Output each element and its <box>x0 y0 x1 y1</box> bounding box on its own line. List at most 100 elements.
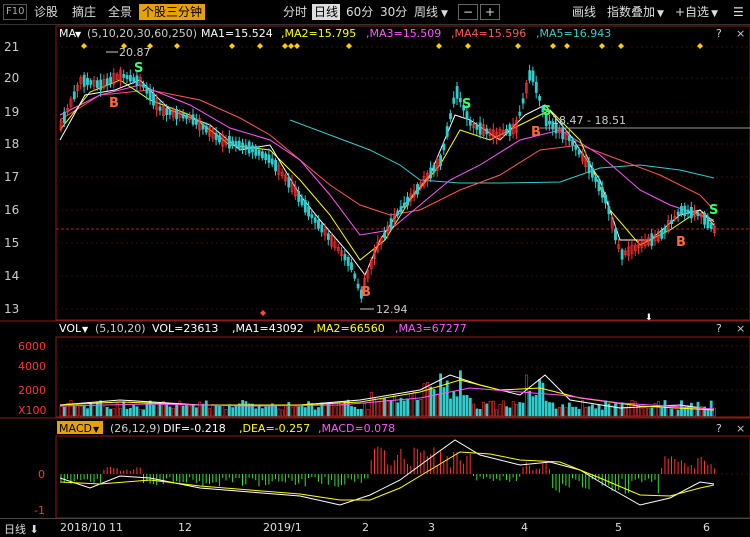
volume-bar <box>402 400 406 417</box>
volume-bar <box>310 403 314 417</box>
volume-bar <box>676 409 680 417</box>
zoom-in-button[interactable]: + <box>480 4 501 20</box>
volume-bar <box>670 408 674 417</box>
volume-bar <box>237 403 241 417</box>
ma-indicator-label[interactable]: MA <box>59 27 76 40</box>
three-minute-tab[interactable]: 个股三分钟 <box>139 4 206 20</box>
volume-bar <box>518 402 522 417</box>
candle <box>89 80 93 85</box>
candle <box>376 241 380 252</box>
candle <box>76 84 80 91</box>
chevron-down-icon[interactable]: ▼ <box>75 30 82 39</box>
candle <box>584 157 588 168</box>
add-watchlist-dropdown[interactable]: +自选 ▼ <box>675 5 718 19</box>
candle <box>620 249 624 260</box>
daily-button[interactable]: 日线 <box>312 4 341 20</box>
volume-bar <box>396 402 400 417</box>
zoom-out-button[interactable]: − <box>458 4 479 20</box>
vol-params: (5,10,20) <box>95 322 146 335</box>
candle <box>650 233 654 246</box>
candle <box>168 109 172 115</box>
candle <box>359 289 363 299</box>
volume-bar <box>607 403 611 417</box>
buy-signal: B <box>676 235 686 250</box>
panorama-button[interactable]: 全景 <box>108 5 133 19</box>
volume-bar <box>152 404 155 417</box>
volume-bar <box>584 407 588 417</box>
chevron-down-icon[interactable]: ▼ <box>82 325 89 334</box>
volume-bar <box>623 407 627 417</box>
index-overlay-dropdown[interactable]: 指数叠加 ▼ <box>607 5 664 19</box>
min60-button[interactable]: 60分 <box>346 5 374 19</box>
candle <box>366 270 370 279</box>
menu-icon[interactable]: ☰ <box>733 5 744 19</box>
volume-bar <box>419 399 423 417</box>
candle <box>590 167 594 178</box>
candle <box>435 158 439 171</box>
volume-bar <box>610 405 614 417</box>
volume-bar <box>703 406 707 417</box>
volume-bar <box>564 407 568 417</box>
volume-bar <box>112 408 116 417</box>
volume-bar <box>505 406 509 417</box>
volume-bar <box>551 402 555 417</box>
close-icon[interactable]: × <box>736 322 745 335</box>
volume-bar <box>548 402 551 417</box>
candle <box>66 108 70 113</box>
min30-button[interactable]: 30分 <box>380 5 408 19</box>
candle <box>660 229 664 239</box>
volume-bar <box>119 408 122 417</box>
draw-line-button[interactable]: 画线 <box>572 5 597 19</box>
volume-bar <box>478 409 482 417</box>
vol-indicator-label[interactable]: VOL <box>59 322 82 335</box>
candle <box>280 171 284 176</box>
candle <box>284 174 287 182</box>
candle <box>557 128 561 134</box>
close-icon[interactable]: × <box>736 422 745 435</box>
candle <box>290 181 294 192</box>
candle <box>178 112 182 118</box>
volume-bar <box>317 407 320 417</box>
candle <box>122 74 126 78</box>
price-tick: 20 <box>4 71 19 85</box>
volume-bar <box>125 409 129 417</box>
volume-bar <box>468 397 472 417</box>
chevron-down-icon: ▼ <box>711 9 718 19</box>
macd-indicator-label[interactable]: MACD <box>59 422 92 435</box>
candle <box>528 70 532 81</box>
candle <box>594 176 598 182</box>
candle <box>703 212 707 225</box>
candle <box>181 113 185 119</box>
macd-tick: -1 <box>34 504 45 517</box>
candle <box>416 184 419 195</box>
candle <box>462 104 466 111</box>
zhaiya-button[interactable]: 摘庄 <box>72 5 97 19</box>
candle <box>670 219 674 225</box>
f10-button[interactable]: F10 <box>3 4 28 20</box>
candle <box>465 111 469 120</box>
intraday-button[interactable]: 分时 <box>283 5 308 19</box>
period-selector[interactable]: 日线 ⬇ <box>4 523 39 536</box>
diagnose-button[interactable]: 诊股 <box>34 5 59 19</box>
date-tick: 6 <box>703 521 710 534</box>
volume-bar <box>600 409 604 417</box>
volume-bar <box>102 406 106 417</box>
help-icon[interactable]: ? <box>716 422 722 435</box>
candle <box>340 250 344 256</box>
volume-bar <box>132 404 136 417</box>
volume-bar <box>590 404 594 417</box>
candle <box>396 210 400 216</box>
help-icon[interactable]: ? <box>716 322 722 335</box>
weekly-dropdown[interactable]: 周线 ▼ <box>414 5 448 19</box>
volume-bar <box>604 400 608 417</box>
candle <box>455 86 459 99</box>
volume-bar <box>336 401 340 417</box>
volume-bars <box>59 370 716 417</box>
chevron-down-icon: ▼ <box>657 9 664 19</box>
price-tick: 19 <box>4 105 19 119</box>
sell-signal: S <box>462 97 471 112</box>
close-icon[interactable]: × <box>736 27 745 40</box>
help-icon[interactable]: ? <box>716 27 722 40</box>
chevron-down-icon[interactable]: ▼ <box>93 425 100 434</box>
macd-selector[interactable] <box>57 421 103 434</box>
